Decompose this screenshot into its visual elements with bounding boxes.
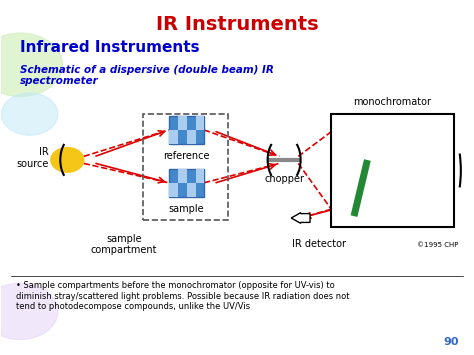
Bar bbox=[178, 116, 187, 130]
Text: Infrared Instruments: Infrared Instruments bbox=[20, 40, 200, 55]
Text: IR detector: IR detector bbox=[292, 239, 346, 249]
Text: 90: 90 bbox=[443, 337, 458, 346]
FancyBboxPatch shape bbox=[169, 116, 204, 144]
Text: monochromator: monochromator bbox=[354, 97, 431, 107]
Bar bbox=[178, 169, 187, 183]
Bar bbox=[169, 183, 178, 197]
Bar bbox=[196, 116, 204, 130]
Text: ©1995 CHP: ©1995 CHP bbox=[417, 242, 458, 248]
Circle shape bbox=[51, 148, 84, 172]
FancyBboxPatch shape bbox=[169, 169, 204, 197]
Bar bbox=[196, 169, 204, 183]
Bar bbox=[187, 183, 196, 197]
Circle shape bbox=[0, 33, 63, 97]
Bar bbox=[187, 130, 196, 144]
Text: reference: reference bbox=[163, 151, 210, 161]
Text: Schematic of a dispersive (double beam) IR
spectrometer: Schematic of a dispersive (double beam) … bbox=[20, 65, 274, 86]
FancyArrow shape bbox=[291, 213, 310, 223]
Text: sample
compartment: sample compartment bbox=[91, 234, 157, 256]
Text: chopper: chopper bbox=[264, 174, 304, 184]
Text: sample: sample bbox=[168, 204, 204, 214]
Text: • Sample compartments before the monochromator (opposite for UV-vis) to
diminish: • Sample compartments before the monochr… bbox=[16, 282, 349, 311]
Circle shape bbox=[1, 93, 58, 135]
Circle shape bbox=[0, 283, 58, 339]
FancyBboxPatch shape bbox=[331, 114, 454, 227]
Bar bbox=[169, 130, 178, 144]
Text: IR
source: IR source bbox=[16, 147, 48, 169]
Text: IR Instruments: IR Instruments bbox=[155, 16, 319, 34]
